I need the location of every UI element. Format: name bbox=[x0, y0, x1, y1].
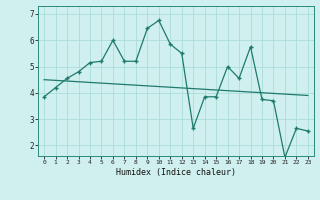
X-axis label: Humidex (Indice chaleur): Humidex (Indice chaleur) bbox=[116, 168, 236, 177]
